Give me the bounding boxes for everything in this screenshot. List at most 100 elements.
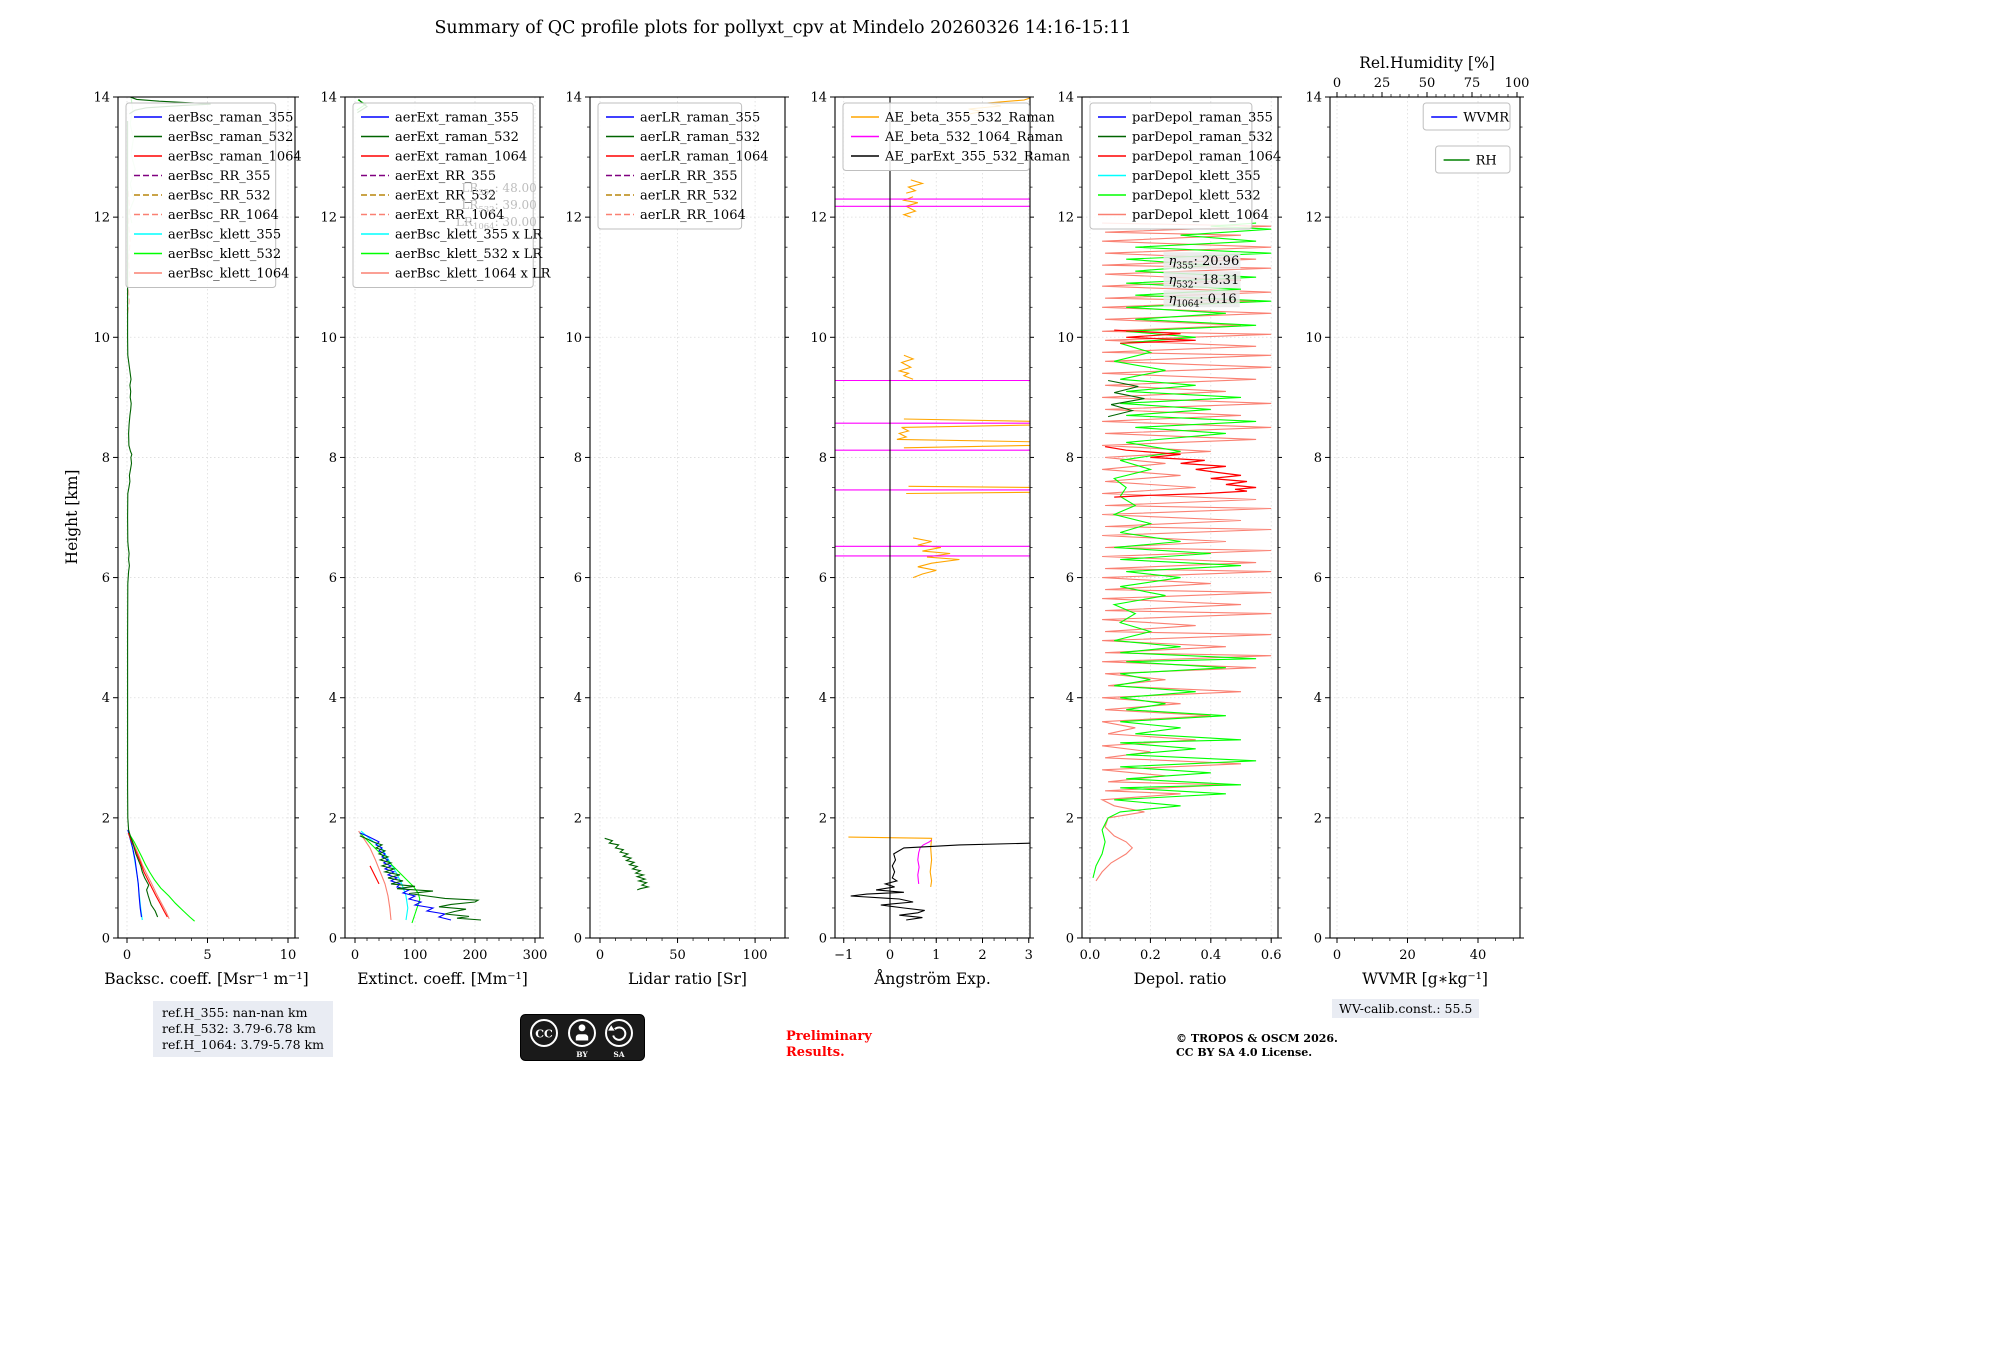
series-aerBsc_klett_532: [127, 829, 195, 922]
svg-text:6: 6: [819, 571, 827, 586]
series-AE_beta_355_532_Raman: [848, 836, 933, 887]
series-AE_beta_355_532_Raman: [901, 196, 918, 218]
svg-text:12: 12: [565, 211, 582, 226]
copyright-note: © TROPOS & OSCM 2026. CC BY SA 4.0 Licen…: [1176, 1032, 1338, 1061]
svg-text:parDepol_raman_532: parDepol_raman_532: [1132, 130, 1273, 145]
series-AE_beta_355_532_Raman: [912, 537, 960, 579]
svg-text:parDepol_klett_355: parDepol_klett_355: [1132, 169, 1261, 184]
svg-text:12: 12: [93, 211, 110, 226]
series-parDepol_raman_1064: [1114, 329, 1196, 344]
series-AE_beta_355_532_Raman: [897, 354, 915, 380]
svg-text:WVMR: WVMR: [1463, 111, 1510, 126]
lidar-ratio-annotation: LR532: 39.00: [461, 198, 536, 215]
svg-text:14: 14: [1305, 91, 1322, 106]
eta-annotation: η355: 20.96: [1169, 254, 1240, 272]
svg-text:aerBsc_klett_355: aerBsc_klett_355: [168, 228, 281, 243]
copyright-line-2: CC BY SA 4.0 License.: [1176, 1046, 1313, 1060]
svg-text:50: 50: [669, 948, 686, 963]
legend-box: [597, 102, 743, 230]
svg-text:aerLR_raman_355: aerLR_raman_355: [640, 111, 760, 126]
svg-text:aerExt_raman_1064: aerExt_raman_1064: [395, 150, 527, 165]
svg-text:8: 8: [1314, 451, 1322, 466]
series-parDepol_raman_532: [1107, 379, 1145, 418]
svg-text:parDepol_klett_532: parDepol_klett_532: [1132, 189, 1261, 204]
svg-text:40: 40: [1470, 948, 1487, 963]
svg-text:0: 0: [819, 932, 827, 947]
svg-text:3: 3: [1025, 948, 1033, 963]
svg-text:parDepol_klett_1064: parDepol_klett_1064: [1132, 208, 1269, 223]
chart-panel-3: 0 50 100 0 2 4 6 8 10 12 14 Lidar ratio [Sr] aerLR_r…: [565, 91, 789, 988]
svg-text:AE_parExt_355_532_Raman: AE_parExt_355_532_Raman: [884, 150, 1071, 165]
series-aerBsc_raman_355: [127, 829, 143, 918]
svg-text:14: 14: [565, 91, 582, 106]
copyright-line-1: © TROPOS & OSCM 2026.: [1176, 1032, 1338, 1045]
svg-text:Lidar ratio [Sr]: Lidar ratio [Sr]: [628, 970, 747, 988]
ref-height-532: ref.H_532: 3.79-6.78 km: [162, 1021, 317, 1036]
preliminary-line-1: Preliminary: [786, 1029, 872, 1044]
svg-text:2: 2: [819, 811, 827, 826]
svg-text:0.6: 0.6: [1261, 948, 1282, 963]
svg-text:WVMR [g∗kg⁻¹]: WVMR [g∗kg⁻¹]: [1362, 970, 1488, 988]
svg-text:aerBsc_RR_532: aerBsc_RR_532: [168, 189, 271, 204]
svg-text:parDepol_raman_1064: parDepol_raman_1064: [1132, 150, 1281, 165]
legend-box: [352, 102, 534, 288]
legend-box: [125, 102, 277, 288]
svg-text:0: 0: [1333, 76, 1341, 91]
svg-text:8: 8: [819, 451, 827, 466]
svg-text:12: 12: [1057, 211, 1074, 226]
svg-text:2: 2: [574, 811, 582, 826]
chart-panel-1: 0 5 10 0 2 4 6 8 10 12 14 Backsc. coeff. [Msr⁻¹ m⁻¹…: [93, 91, 308, 989]
svg-text:2: 2: [1066, 811, 1074, 826]
lidar-ratio-annotation: LR1064: 30.00: [456, 215, 537, 232]
svg-text:aerLR_RR_355: aerLR_RR_355: [640, 169, 737, 184]
svg-text:10: 10: [565, 331, 582, 346]
svg-text:0.4: 0.4: [1200, 948, 1221, 963]
svg-text:100: 100: [743, 948, 768, 963]
chart-panel-6: 0 20 40 0 2 4 6 8 10 12 14 WVMR [g∗kg⁻¹] 0 25 50 75 100 R…: [1305, 54, 1529, 988]
svg-text:8: 8: [102, 451, 110, 466]
lidar-ratio-annotation: LR355: 48.00: [461, 181, 536, 198]
cc-license-badge: CC BY SA: [520, 1014, 645, 1065]
svg-text:100: 100: [1505, 76, 1530, 91]
svg-text:2: 2: [978, 948, 986, 963]
svg-text:aerExt_raman_532: aerExt_raman_532: [395, 130, 519, 145]
svg-text:AE_beta_532_1064_Raman: AE_beta_532_1064_Raman: [884, 130, 1064, 145]
series-AE_beta_355_532_Raman: [896, 418, 1030, 449]
svg-text:parDepol_raman_355: parDepol_raman_355: [1132, 111, 1273, 126]
series-parDepol_klett_532: [1092, 222, 1272, 879]
svg-text:Depol. ratio: Depol. ratio: [1134, 970, 1227, 988]
chart-panel-2: 0 100 200 300 0 2 4 6 8 10 12 14 Extinct. coeff. [Mm…: [320, 91, 551, 989]
ref-height-355: ref.H_355: nan-nan km: [162, 1005, 308, 1020]
svg-text:6: 6: [574, 571, 582, 586]
preliminary-note: Preliminary Results.: [786, 1029, 872, 1062]
svg-text:0: 0: [1333, 948, 1341, 963]
wv-calib-note: WV-calib.const.: 55.5: [1332, 999, 1480, 1018]
svg-text:aerExt_RR_355: aerExt_RR_355: [395, 169, 496, 184]
svg-text:aerExt_RR_532: aerExt_RR_532: [395, 189, 496, 204]
svg-text:Extinct. coeff. [Mm⁻¹]: Extinct. coeff. [Mm⁻¹]: [357, 970, 528, 988]
svg-text:25: 25: [1374, 76, 1391, 91]
series-AE_beta_355_532_Raman: [906, 485, 1030, 495]
svg-text:aerLR_RR_1064: aerLR_RR_1064: [640, 208, 746, 223]
svg-text:8: 8: [1066, 451, 1074, 466]
svg-text:aerBsc_raman_355: aerBsc_raman_355: [168, 111, 293, 126]
svg-text:Backsc. coeff. [Msr⁻¹ m⁻¹]: Backsc. coeff. [Msr⁻¹ m⁻¹]: [104, 970, 308, 988]
svg-text:20: 20: [1399, 948, 1416, 963]
svg-text:aerBsc_klett_355 x LR: aerBsc_klett_355 x LR: [395, 228, 543, 243]
svg-text:14: 14: [1057, 91, 1074, 106]
svg-text:aerExt_RR_1064: aerExt_RR_1064: [395, 208, 504, 223]
svg-text:14: 14: [93, 91, 110, 106]
series-AE_parExt_355_532_Raman: [850, 842, 1030, 921]
svg-text:0: 0: [886, 948, 894, 963]
legend-box: [1435, 145, 1511, 174]
svg-text:0: 0: [351, 948, 359, 963]
series-aerBsc_klett_1064 x LR: [358, 830, 392, 921]
svg-text:aerBsc_klett_532: aerBsc_klett_532: [168, 247, 281, 262]
cc-icon-label: CC: [535, 1028, 553, 1041]
svg-text:10: 10: [93, 331, 110, 346]
sa-label: SA: [613, 1050, 624, 1059]
svg-text:aerLR_RR_532: aerLR_RR_532: [640, 189, 737, 204]
svg-text:aerBsc_klett_532 x LR: aerBsc_klett_532 x LR: [395, 247, 543, 262]
